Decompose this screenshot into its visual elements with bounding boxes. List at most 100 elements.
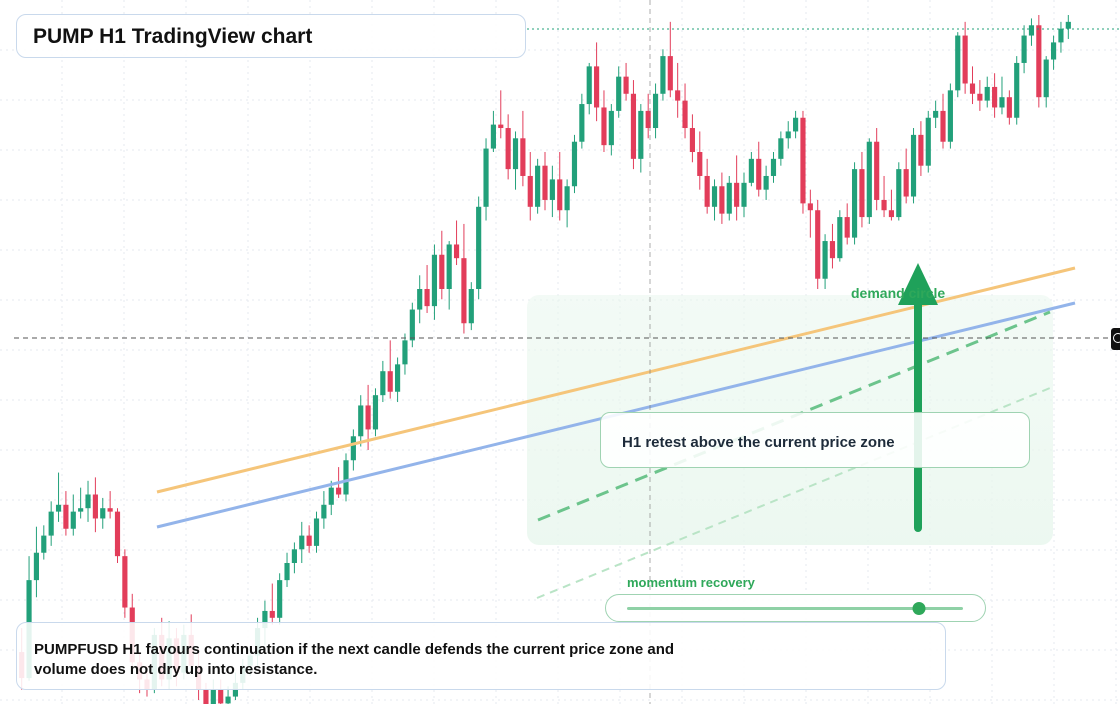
candle-up (1021, 35, 1027, 63)
candle-down (387, 371, 393, 392)
candle-down (306, 535, 312, 546)
candle-up (100, 508, 106, 519)
title-card: PUMP H1 TradingView chart (16, 14, 526, 58)
candle-up (512, 138, 519, 170)
candle-up (78, 508, 84, 512)
candle-up (85, 494, 91, 509)
candle-down (888, 210, 894, 218)
crosshair-icon[interactable] (1111, 328, 1120, 350)
candle-up (431, 254, 438, 307)
candle-up (33, 552, 40, 581)
candle-up (616, 76, 622, 111)
momentum-label: momentum recovery (627, 575, 755, 590)
candle-down (1006, 97, 1012, 118)
candle-up (299, 535, 305, 550)
candle-up (586, 66, 592, 105)
candle-down (336, 487, 342, 495)
candle-up (933, 110, 939, 118)
candle-up (778, 138, 784, 159)
candle-down (667, 56, 673, 91)
candle-down (594, 66, 600, 108)
candle-up (925, 117, 931, 166)
candle-up (726, 182, 732, 214)
candle-up (483, 148, 489, 207)
candle-up (225, 696, 231, 704)
candle-up (947, 90, 953, 142)
candle-down (992, 86, 998, 108)
candle-down (218, 689, 224, 704)
candle-up (571, 141, 578, 187)
retest-card: H1 retest above the current price zone (600, 412, 1030, 468)
candle-down (557, 179, 563, 211)
candle-up (350, 436, 356, 461)
candle-up (638, 110, 644, 159)
candle-down (439, 254, 445, 289)
candle-down (977, 93, 983, 101)
candle-down (689, 128, 695, 152)
candle-down (505, 128, 511, 170)
candle-down (1036, 25, 1042, 98)
candle-up (395, 364, 401, 392)
candle-down (815, 210, 821, 279)
candle-up (417, 289, 423, 310)
candle-up (851, 169, 858, 238)
candle-down (92, 494, 98, 519)
candle-up (284, 563, 290, 581)
candle-down (601, 107, 607, 146)
candle-up (468, 289, 474, 324)
candle-up (1043, 59, 1049, 98)
candle-up (1058, 28, 1064, 43)
summary-text: PUMPFUSD H1 favours continuation if the … (34, 641, 675, 678)
candle-up (785, 131, 791, 139)
candle-up (793, 117, 799, 132)
candle-down (756, 158, 762, 190)
candle-up (262, 610, 268, 629)
candle-up (321, 504, 327, 519)
summary-card: PUMPFUSD H1 favours continuation if the … (16, 622, 946, 690)
candle-down (704, 175, 710, 207)
candle-down (645, 110, 651, 129)
retest-label: H1 retest above the current price zone (622, 434, 895, 451)
candle-up (409, 309, 415, 341)
candle-down (800, 117, 806, 204)
candle-down (365, 405, 371, 430)
candle-up (711, 186, 718, 207)
candle-up (579, 104, 585, 142)
candle-up (910, 134, 917, 197)
candle-down (874, 141, 880, 200)
candle-down (542, 165, 548, 200)
chart-title: PUMP H1 TradingView chart (33, 25, 313, 48)
candle-down (203, 689, 209, 704)
candle-down (453, 244, 460, 259)
candle-up (70, 511, 76, 529)
candle-down (520, 138, 526, 176)
candle-down (734, 182, 740, 207)
candle-up (1028, 25, 1035, 36)
momentum-knob[interactable] (912, 602, 926, 615)
candle-up (652, 93, 659, 129)
candle-down (719, 186, 725, 214)
candle-down (623, 76, 629, 94)
candle-up (358, 405, 364, 437)
candle-up (748, 158, 754, 183)
candle-up (837, 217, 843, 259)
demand-label: demand circle (851, 285, 946, 301)
candle-down (122, 556, 128, 608)
candle-down (844, 217, 850, 238)
candle-up (866, 141, 872, 218)
candle-up (328, 487, 334, 505)
candle-up (41, 535, 47, 553)
candle-up (490, 124, 496, 149)
candle-up (55, 504, 62, 512)
candle-up (822, 241, 828, 279)
candle-down (807, 203, 813, 211)
candle-down (697, 152, 703, 176)
candle-up (549, 179, 555, 200)
momentum-slider[interactable] (605, 594, 986, 622)
candle-up (372, 395, 379, 430)
candle-up (999, 97, 1005, 108)
candle-up (608, 110, 614, 146)
candle-down (940, 110, 946, 142)
candle-up (291, 549, 297, 563)
candle-up (741, 182, 747, 207)
